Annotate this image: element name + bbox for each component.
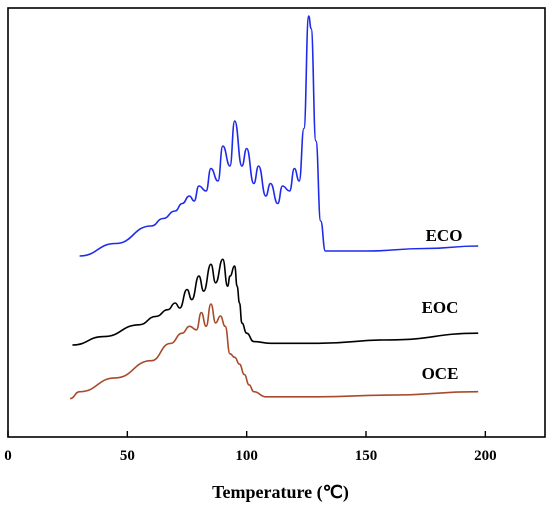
x-tick-label: 100 (235, 448, 258, 464)
x-tick-label: 200 (474, 448, 497, 464)
x-tick-label: 0 (4, 448, 12, 464)
plot-area (7, 7, 546, 438)
series-label-eco: ECO (426, 226, 463, 245)
series-line-eoc (72, 258, 479, 346)
x-axis: 0 50 100 150 200 (4, 431, 497, 464)
series-line-eco (79, 15, 479, 257)
x-tick-label: 150 (355, 448, 378, 464)
series-labels: ECO EOC OCE (422, 226, 463, 383)
series-label-oce: OCE (422, 364, 459, 383)
series-group (69, 15, 479, 400)
plot-frame (7, 7, 546, 438)
x-axis-title: Temperature (℃) (212, 482, 349, 503)
series-line-oce (69, 303, 479, 400)
x-tick-label: 50 (120, 448, 135, 464)
series-label-eoc: EOC (422, 298, 459, 317)
